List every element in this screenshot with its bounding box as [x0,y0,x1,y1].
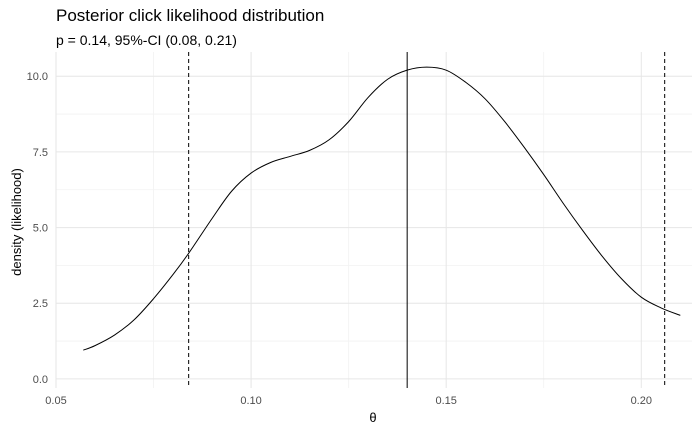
x-tick-label: 0.15 [435,395,456,407]
y-axis-ticks: 0.0 2.5 5.0 7.5 10.0 [27,71,48,386]
major-gridlines [55,52,692,388]
reference-lines [188,52,666,388]
x-tick-label: 0.05 [45,395,66,407]
y-tick-label: 2.5 [33,298,48,310]
x-tick-label: 0.10 [240,395,261,407]
x-axis-ticks: 0.05 0.10 0.15 0.20 [45,395,652,407]
y-tick-label: 10.0 [27,71,48,83]
x-tick-label: 0.20 [631,395,652,407]
y-tick-label: 7.5 [33,147,48,159]
y-axis-label: density (likelihood) [9,168,24,276]
y-tick-label: 5.0 [33,223,48,235]
y-tick-label: 0.0 [33,374,48,386]
minor-gridlines [56,52,692,388]
chart-subtitle: p = 0.14, 95%-CI (0.08, 0.21) [56,32,237,48]
density-curve [83,66,681,351]
chart-title: Posterior click likelihood distribution [56,6,325,25]
x-axis-label: θ [369,410,376,425]
